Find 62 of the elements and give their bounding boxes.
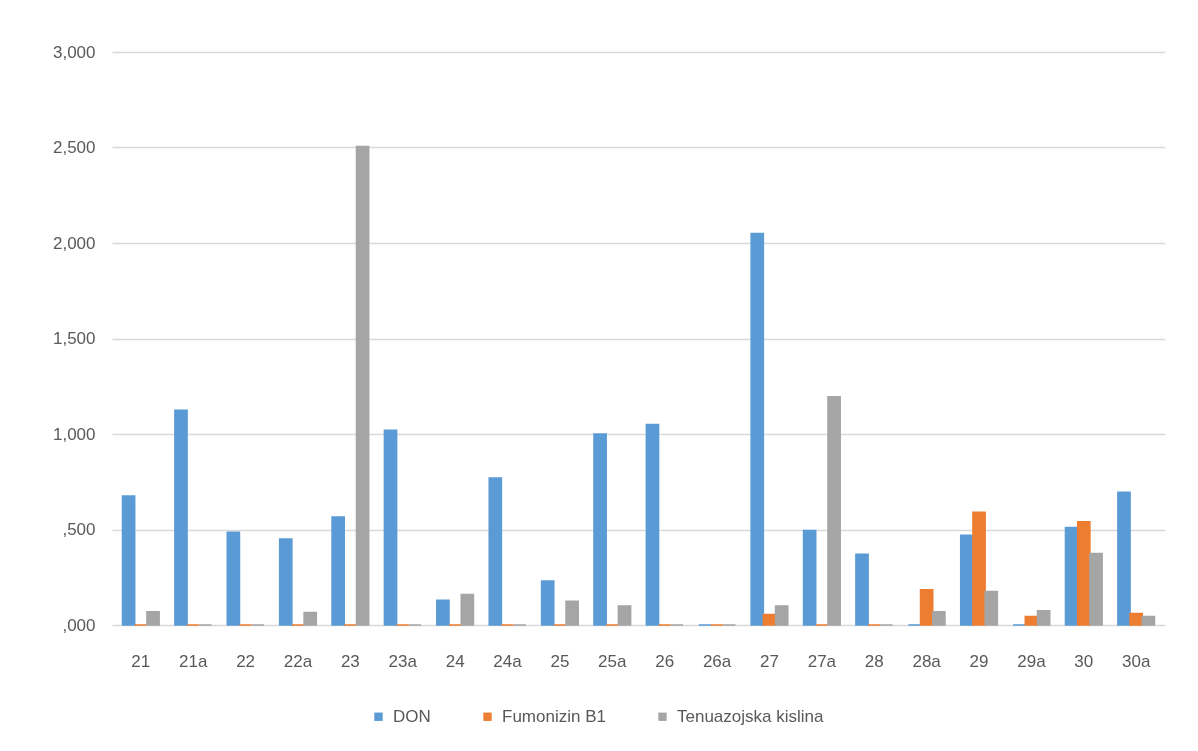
x-tick-label: 24 [445, 651, 465, 671]
bar [278, 538, 293, 626]
bar [488, 477, 503, 626]
legend-label: Tenuazojska kislina [677, 706, 825, 726]
x-tick-label: 28 [864, 651, 884, 671]
bar [331, 516, 345, 626]
x-tick-label: 29a [1017, 651, 1047, 671]
bar [121, 495, 136, 626]
bar [802, 529, 817, 626]
bar [919, 588, 934, 626]
bar [1036, 609, 1051, 626]
bar [383, 429, 398, 626]
bar [984, 590, 999, 626]
x-tick-label: 24a [493, 651, 523, 671]
bar [593, 433, 607, 626]
bar [827, 396, 841, 626]
x-tick-label: 28a [912, 651, 942, 671]
x-tick-label: 23a [388, 651, 418, 671]
x-tick-label: 23 [340, 651, 360, 671]
x-tick-label: 21a [179, 651, 208, 671]
x-tick-label: 26a [702, 651, 732, 671]
y-tick-label: 2,000 [52, 233, 96, 253]
x-tick-label: 22 [236, 651, 256, 671]
bar [355, 145, 370, 626]
x-tick-label: 25a [598, 651, 628, 671]
bar [540, 580, 555, 626]
bar [565, 600, 579, 626]
x-tick-label: 30 [1074, 651, 1094, 671]
legend-label: DON [393, 706, 431, 726]
bar [1141, 615, 1156, 626]
y-tick-label: ,500 [62, 520, 96, 539]
bar [174, 409, 188, 626]
bar [146, 610, 160, 626]
x-tick-label: 22a [283, 651, 313, 671]
bar [932, 610, 946, 626]
bar [1089, 552, 1103, 626]
x-tick-label: 30a [1122, 651, 1151, 671]
bar [226, 531, 241, 626]
bar [750, 232, 765, 626]
y-tick-label: 3,000 [52, 42, 96, 62]
x-tick-label: 27 [760, 651, 779, 671]
y-tick-label: 1,000 [52, 424, 96, 444]
x-tick-label: 26 [655, 651, 675, 671]
x-tick-label: 25 [550, 651, 570, 671]
bar [460, 593, 475, 626]
bar [436, 599, 450, 626]
legend-label: Fumonizin B1 [502, 706, 606, 726]
y-tick-label: ,000 [62, 615, 96, 635]
bar [617, 605, 632, 626]
x-tick-label: 21 [131, 651, 151, 671]
bar [855, 553, 869, 626]
y-tick-label: 1,500 [52, 329, 96, 348]
bar [972, 511, 986, 626]
y-tick-label: 2,500 [52, 138, 96, 157]
bar [1076, 521, 1091, 626]
x-tick-label: 29 [969, 651, 989, 671]
bar [303, 611, 318, 626]
bar [1129, 612, 1144, 626]
bar [645, 423, 660, 626]
bar [774, 605, 789, 626]
bar [1117, 491, 1131, 626]
x-tick-label: 27a [807, 651, 837, 671]
